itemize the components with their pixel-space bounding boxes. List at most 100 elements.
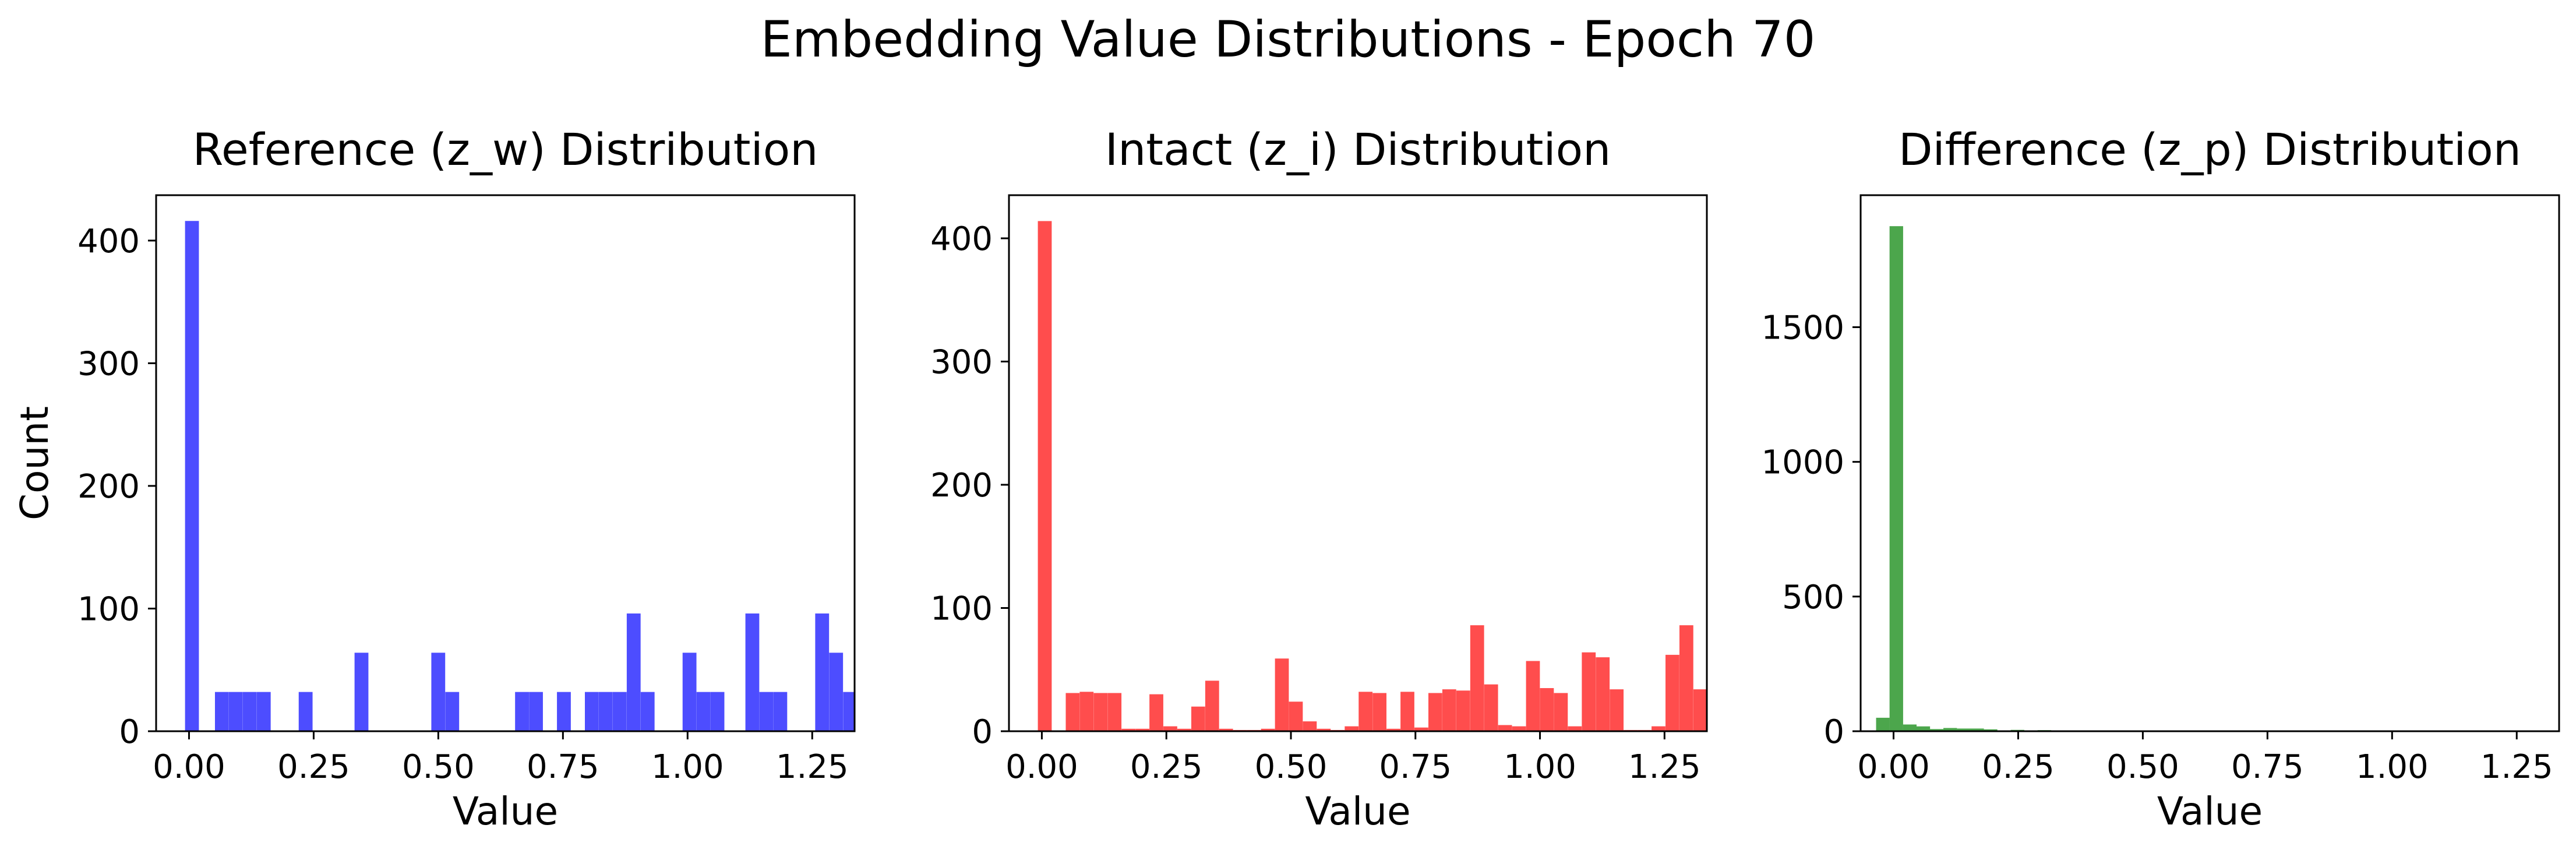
histogram-bar [431,653,446,731]
histogram-bar [228,692,243,731]
histogram-bar [1929,729,1944,731]
histogram-bar [1876,717,1890,731]
histogram-bar [585,692,599,731]
subplot-3: 0.00 0.25 0.50 0.75 1.00 1.25 0 500 1000 1500 Diff… [1761,124,2560,834]
histogram-bar [1526,661,1540,731]
histogram-bar [515,692,529,731]
axes-frame [1008,194,1708,732]
histogram-bar [1889,226,1903,731]
histogram-bar [745,613,760,731]
subplot-title: Intact (z_i) Distribution [1105,124,1611,175]
x-tick-label: 0.75 [2231,748,2304,786]
histogram-bar [1414,727,1428,731]
histogram-bar [1984,729,1998,731]
histogram-bar [626,613,641,731]
histogram-bar [256,692,271,731]
x-tick-label: 0.50 [2106,748,2179,786]
y-tick-label: 500 [1782,579,1844,616]
x-axis-label: Value [1305,789,1410,834]
x-tick-label: 0.25 [1130,748,1203,786]
x-axis-label: Value [453,789,558,834]
histogram-bar [1582,652,1596,731]
histogram-bar [1177,728,1191,731]
histogram-bar [185,221,199,731]
histogram-bar [1317,728,1331,731]
y-tick-label: 0 [1823,713,1844,751]
x-tick-label: 1.25 [1628,748,1701,786]
histogram-bar [1554,693,1568,731]
y-tick-label: 300 [930,344,993,382]
histogram-bar [1261,728,1275,731]
histogram-bar [1456,690,1470,731]
histogram-bar [1038,221,1052,731]
histogram-bar [1121,728,1136,731]
histogram-bar [759,692,774,731]
histogram-bar [1428,693,1442,731]
histogram-bar [1400,692,1414,731]
x-tick-label: 1.00 [2356,748,2429,786]
y-tick-label: 1500 [1761,309,1844,347]
bars [1038,221,1707,731]
histogram-bar [557,692,571,731]
histogram-bar [1065,693,1080,731]
histogram-bar [214,692,229,731]
y-tick-label: 0 [119,713,140,751]
histogram-bar [242,692,257,731]
x-tick-label: 0.00 [1857,748,1930,786]
x-tick-label: 0.00 [1005,748,1078,786]
x-tick-label: 1.25 [776,748,849,786]
histogram-bar [1610,689,1624,731]
x-tick-label: 1.00 [651,748,724,786]
histogram-bar [1163,726,1177,731]
bars [185,221,855,731]
histogram-bar [773,692,788,731]
histogram-bar [1916,726,1931,731]
histogram-bar [682,653,697,731]
histogram-bar [1289,702,1303,731]
histogram-bar [1943,728,1957,731]
x-tick-label: 0.50 [402,748,475,786]
histogram-bar [1135,728,1149,731]
axes-frame [155,194,856,732]
histogram-bar [1903,724,1917,731]
histogram-bar [1386,728,1400,731]
x-tick-label: 0.25 [277,748,350,786]
histogram-bar [1596,657,1610,731]
histogram-bar [1205,681,1219,731]
subplot-title: Difference (z_p) Distribution [1899,124,2521,175]
histogram-bar [1358,692,1373,731]
histogram-bar [710,692,725,731]
histogram-bar [1079,692,1094,731]
y-tick-label: 1000 [1761,444,1844,482]
histogram-bar [1219,728,1233,731]
histogram-bar [529,692,543,731]
histogram-bar [445,692,460,731]
histogram-bar [1498,725,1512,731]
histogram-bar [612,692,627,731]
subplot-2: 0.00 0.25 0.50 0.75 1.00 1.25 0 100 200 300 400 Int… [930,124,1708,834]
figure-title: Embedding Value Distributions - Epoch 70 [760,10,1816,69]
subplot-1: 0.00 0.25 0.50 0.75 1.00 1.25 0 100 200 300 400 Ref… [12,124,856,834]
x-tick-label: 1.25 [2480,748,2553,786]
histogram-bar [1191,706,1205,731]
y-tick-label: 400 [930,220,993,258]
y-tick-label: 300 [77,345,140,383]
x-tick-label: 0.00 [153,748,225,786]
histogram-bar [1149,694,1163,731]
x-tick-label: 1.00 [1504,748,1576,786]
histogram-bar [598,692,613,731]
x-tick-label: 0.75 [1379,748,1452,786]
histogram-bar [815,613,830,731]
bars [1876,226,2132,731]
x-tick-label: 0.75 [527,748,599,786]
y-tick-label: 200 [930,467,993,505]
y-tick-label: 400 [77,223,140,260]
histogram-bar [1665,654,1679,731]
subplot-title: Reference (z_w) Distribution [193,124,818,175]
histogram-bar [1693,689,1707,731]
histogram-bar [640,692,655,731]
histogram-bar [1470,625,1484,731]
histogram-bar [1345,726,1359,731]
x-tick-label: 0.25 [1982,748,2055,786]
